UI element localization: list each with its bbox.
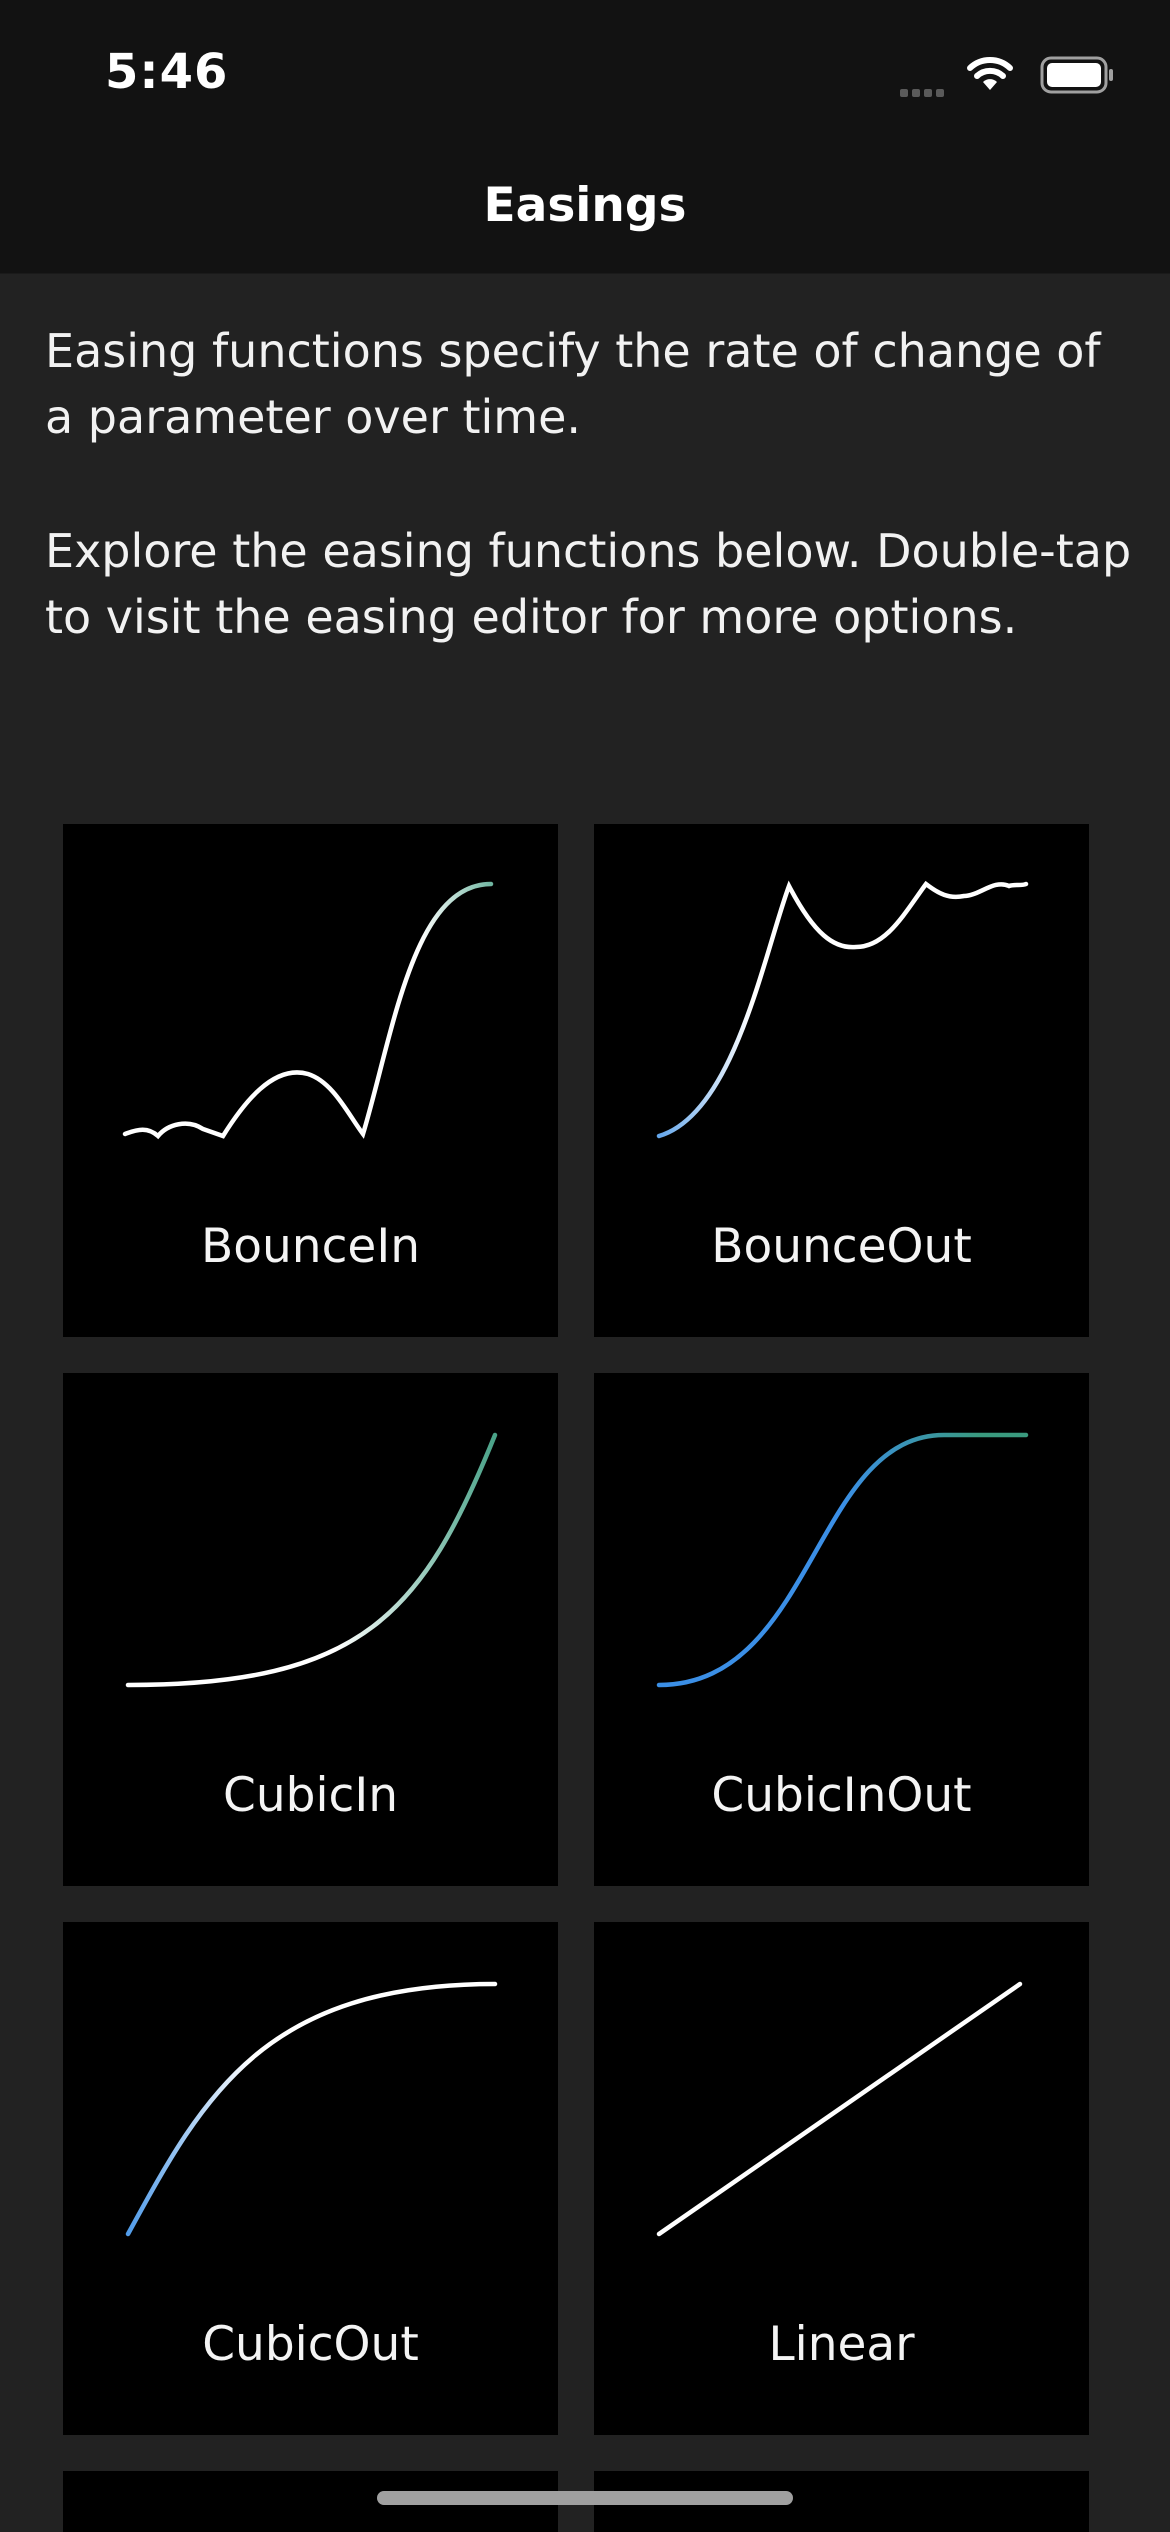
easing-tile-bounceout[interactable]: BounceOut xyxy=(594,824,1089,1337)
bounceout-curve xyxy=(656,880,1029,1139)
cellular-signal-icon xyxy=(900,82,952,97)
cubicinout-curve xyxy=(656,1432,1029,1688)
intro-paragraph-2: Explore the easing functions below. Doub… xyxy=(45,524,1132,644)
cubicout-curve xyxy=(125,1981,498,2237)
easing-tile-cubicin[interactable]: CubicIn xyxy=(63,1373,558,1886)
cubicin-curve xyxy=(125,1432,498,1688)
easing-tile-linear[interactable]: Linear xyxy=(594,1922,1089,2435)
tile-label: BounceIn xyxy=(201,1219,420,1274)
easing-tile-bouncein[interactable]: BounceIn xyxy=(63,824,558,1337)
wifi-icon xyxy=(967,57,1013,90)
tile-label: CubicIn xyxy=(223,1768,398,1823)
status-bar: 5:46 xyxy=(0,0,1170,140)
intro-paragraph-1: Easing functions specify the rate of cha… xyxy=(45,324,1101,444)
tile-label: Linear xyxy=(768,2317,915,2372)
page-title: Easings xyxy=(483,178,687,233)
tile-label: CubicInOut xyxy=(711,1768,972,1823)
navigation-bar: Easings xyxy=(0,140,1170,274)
tile-label: BounceOut xyxy=(711,1219,972,1274)
bouncein-curve xyxy=(122,881,494,1140)
status-time: 5:46 xyxy=(105,44,229,100)
home-indicator[interactable] xyxy=(377,2491,793,2505)
battery-icon xyxy=(1040,56,1113,94)
easing-tile-cubicinout[interactable]: CubicInOut xyxy=(594,1373,1089,1886)
easing-tile-cubicout[interactable]: CubicOut xyxy=(63,1922,558,2435)
linear-curve xyxy=(656,1981,1023,2237)
tile-label: CubicOut xyxy=(202,2317,419,2372)
